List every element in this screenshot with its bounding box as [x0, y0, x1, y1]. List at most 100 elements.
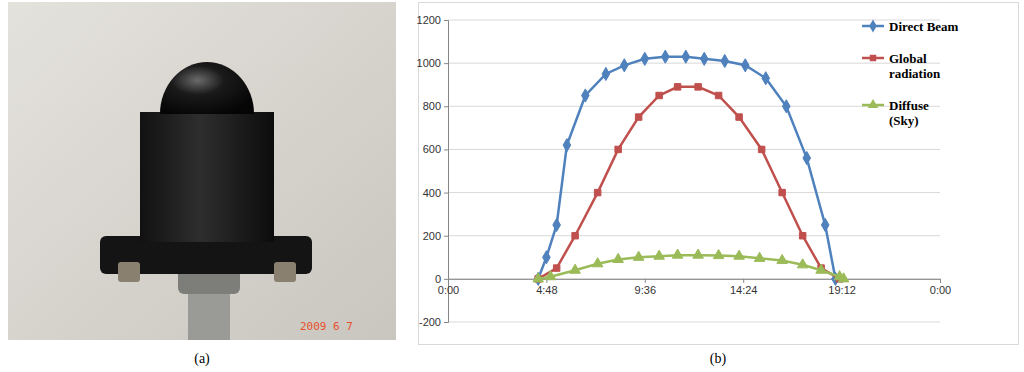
x-tick: 14:24: [730, 279, 758, 296]
y-tick-label: 1200: [417, 14, 441, 26]
series-marker: [553, 265, 559, 271]
series-marker: [754, 252, 765, 261]
series-marker: [682, 50, 690, 63]
series-marker: [545, 271, 556, 280]
series-marker: [803, 151, 811, 164]
y-tick: 600: [423, 143, 448, 155]
x-tick: 0:00: [930, 279, 951, 296]
y-tick: 800: [423, 100, 448, 112]
y-tick: 1200: [417, 14, 448, 26]
series-marker: [594, 189, 600, 195]
series-line: [538, 87, 839, 279]
series-marker: [654, 250, 665, 259]
series-marker: [613, 253, 624, 262]
series-marker: [741, 59, 749, 72]
y-tick-mark: [444, 149, 448, 150]
series-marker: [674, 84, 680, 90]
series-line: [538, 57, 835, 279]
series-marker: [782, 100, 790, 113]
series-marker: [672, 249, 683, 258]
y-tick-mark: [444, 279, 448, 280]
y-tick-label: -200: [419, 316, 441, 328]
series-marker: [572, 232, 578, 238]
y-tick-mark: [444, 20, 448, 21]
series-marker: [641, 52, 649, 65]
y-tick-label: 800: [423, 100, 441, 112]
legend-label: Globalradiation: [889, 51, 941, 81]
y-axis: -200020040060080010001200: [417, 14, 449, 328]
y-tick-mark: [444, 236, 448, 237]
x-axis: 0:004:489:3614:2419:120:00: [438, 279, 951, 296]
x-tick-label: 0:00: [438, 284, 459, 296]
legend-label: Direct Beam: [889, 19, 959, 34]
grid-line: [448, 106, 940, 107]
figure: 2009 6 7-2000200400600800100012000:004:4…: [0, 0, 1024, 372]
series-marker: [582, 89, 590, 102]
x-tick-label: 19:12: [828, 284, 856, 296]
x-tick-label: 9:36: [635, 284, 656, 296]
series-marker: [656, 92, 662, 98]
legend-entry: Direct Beam: [862, 19, 959, 34]
x-tick-mark: [743, 279, 744, 283]
legend-label: Diffuse(Sky): [889, 98, 929, 128]
grid-line: [448, 20, 940, 21]
legend: Direct Beam Globalradiation Diffuse(Sky): [862, 19, 959, 128]
grid: [448, 20, 940, 322]
series-marker: [816, 264, 827, 273]
series-marker: [734, 250, 745, 259]
series-marker: [570, 264, 581, 273]
sensor-body: [140, 112, 274, 242]
legend-marker: [868, 99, 879, 108]
y-tick: 1000: [417, 57, 448, 69]
series-marker: [779, 189, 785, 195]
grid-line: [448, 149, 940, 150]
series-marker: [736, 114, 742, 120]
x-tick-label: 14:24: [730, 284, 758, 296]
series-marker: [615, 146, 621, 152]
photo-background: [8, 2, 396, 340]
series-marker: [563, 139, 571, 152]
series-marker: [721, 54, 729, 67]
plot-area: [533, 50, 849, 285]
series-marker: [695, 84, 701, 90]
series-line: [538, 255, 843, 279]
y-tick-label: 1000: [417, 57, 441, 69]
series-marker: [592, 258, 603, 267]
y-tick: 400: [423, 187, 448, 199]
series-marker: [662, 50, 670, 63]
series-marker: [777, 254, 788, 263]
y-tick-mark: [444, 322, 448, 323]
caption: (b): [710, 351, 727, 367]
series-marker: [821, 218, 829, 231]
series-marker: [799, 232, 805, 238]
series-marker: [635, 114, 641, 120]
legend-entry: Globalradiation: [862, 51, 941, 81]
y-axis-line: [444, 21, 449, 323]
series-marker: [693, 249, 704, 258]
series-marker: [602, 67, 610, 80]
y-tick: 200: [423, 230, 448, 242]
legend-marker: [870, 55, 876, 61]
glass-dome: [160, 62, 254, 114]
x-tick: 9:36: [635, 279, 656, 296]
x-tick-mark: [645, 279, 646, 283]
y-tick-mark: [444, 63, 448, 64]
bolt: [118, 262, 140, 282]
y-tick-mark: [444, 193, 448, 194]
legend-entry: Diffuse(Sky): [862, 98, 929, 128]
photo: 2009 6 7: [8, 2, 396, 340]
series-marker: [621, 59, 629, 72]
caption: (a): [194, 351, 210, 367]
grid-line: [448, 192, 940, 193]
series-marker: [713, 249, 724, 258]
grid-line: [448, 63, 940, 64]
grid-line: [448, 322, 940, 323]
x-tick-label: 0:00: [930, 284, 951, 296]
series-marker: [758, 146, 764, 152]
series-marker: [762, 72, 770, 85]
x-axis-line: [449, 279, 941, 283]
series-marker: [838, 273, 849, 282]
legend-marker: [869, 19, 877, 32]
series-marker: [543, 251, 551, 264]
series-marker: [553, 218, 561, 231]
